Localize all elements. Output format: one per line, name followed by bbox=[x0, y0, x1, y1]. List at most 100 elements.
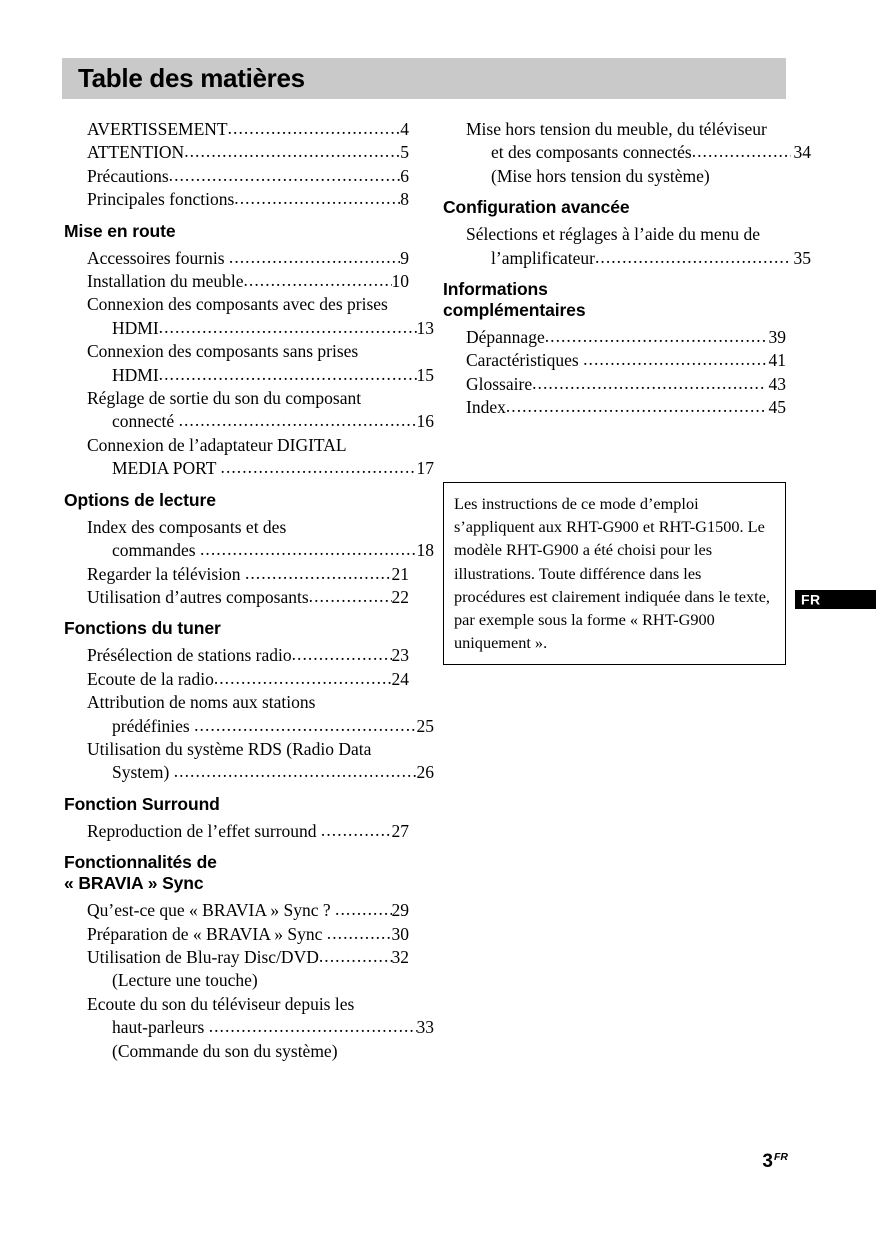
dot-leader: ........................................… bbox=[178, 410, 417, 431]
toc-entry-text: Précautions bbox=[87, 165, 169, 186]
toc-entry-text: ATTENTION bbox=[87, 142, 185, 163]
toc-entry-text: AVERTISSEMENT bbox=[87, 119, 228, 139]
toc-entry-text: Regarder la télévision bbox=[87, 563, 245, 584]
toc-entry[interactable]: Caractéristiques .......................… bbox=[443, 349, 786, 372]
toc-entry-text: Glossaire bbox=[466, 373, 533, 394]
toc-entry-text: Dépannage bbox=[466, 327, 545, 348]
toc-entry-text: Connexion des composants sans prises bbox=[87, 341, 359, 362]
toc-page-number: 26 bbox=[416, 762, 435, 783]
toc-entry-text: commandes bbox=[112, 540, 200, 561]
section-heading: Mise en route bbox=[64, 220, 176, 241]
toc-page-number: 41 bbox=[768, 350, 787, 371]
toc-left-column: AVERTISSEMENT...........................… bbox=[64, 118, 434, 1063]
toc-entry-text: Utilisation de Blu-ray Disc/DVD bbox=[87, 946, 319, 967]
toc-page-number: 9 bbox=[400, 247, 409, 268]
dot-leader: ........................................… bbox=[691, 141, 791, 162]
toc-page-number: 23 bbox=[391, 645, 410, 666]
toc-page-number: 16 bbox=[416, 411, 435, 432]
toc-entry-text: Index bbox=[466, 397, 506, 418]
dot-leader: ........................................… bbox=[184, 141, 400, 162]
toc-entry-group: Qu’est-ce que « BRAVIA » Sync ? ........… bbox=[64, 899, 434, 1063]
toc-entry[interactable]: Connexion des composants sans prises HDMI… bbox=[64, 340, 434, 387]
toc-entry-text: Sélections et réglages à l’aide du menu … bbox=[466, 224, 760, 245]
toc-page-number: 4 bbox=[400, 119, 409, 139]
language-tab-label: FR bbox=[801, 591, 821, 608]
toc-entry-text: Index des composants et des bbox=[87, 516, 287, 537]
toc-entry[interactable]: Préparation de « BRAVIA » Sync .........… bbox=[64, 923, 409, 946]
toc-entry[interactable]: Mise hors tension du meuble, du télévise… bbox=[443, 118, 811, 188]
dot-leader: ........................................… bbox=[544, 326, 766, 347]
page-title-bar: Table des matières bbox=[62, 58, 786, 99]
toc-entry-text: Ecoute du son du téléviseur depuis les bbox=[87, 993, 355, 1014]
toc-entry-text: Connexion de l’adaptateur DIGITAL bbox=[87, 434, 347, 455]
dot-leader: ........................................… bbox=[326, 922, 392, 943]
toc-entry[interactable]: Reproduction de l’effet surround .......… bbox=[64, 820, 409, 843]
toc-entry-text: System) bbox=[112, 762, 174, 783]
toc-page-number: 15 bbox=[416, 364, 435, 385]
toc-entry[interactable]: Connexion des composants avec des prises… bbox=[64, 293, 434, 340]
toc-entry[interactable]: Sélections et réglages à l’aide du menu … bbox=[443, 223, 811, 270]
toc-entry[interactable]: Ecoute du son du téléviseur depuis les ha… bbox=[64, 993, 434, 1063]
toc-entry-text: connecté bbox=[112, 411, 179, 432]
toc-entry-text: (Lecture une touche) bbox=[112, 970, 258, 991]
toc-entry[interactable]: Connexion de l’adaptateur DIGITAL MEDIA P… bbox=[64, 434, 434, 481]
toc-entry-text: Reproduction de l’effet surround bbox=[87, 820, 321, 841]
toc-entry[interactable]: Qu’est-ce que « BRAVIA » Sync ? ........… bbox=[64, 899, 409, 922]
toc-entry[interactable]: Précautions.............................… bbox=[64, 165, 409, 188]
toc-entry-text: Préparation de « BRAVIA » Sync bbox=[87, 923, 327, 944]
toc-entry[interactable]: Index...................................… bbox=[443, 396, 786, 419]
toc-page-number: 5 bbox=[400, 142, 409, 163]
toc-page-number: 29 bbox=[391, 900, 410, 921]
page-footer: 3 FR bbox=[762, 1152, 788, 1172]
section-heading: Fonction Surround bbox=[64, 793, 220, 814]
toc-entry[interactable]: Regarder la télévision .................… bbox=[64, 563, 409, 586]
toc-entry[interactable]: Utilisation du système RDS (Radio Data Sy… bbox=[64, 738, 434, 785]
toc-entry[interactable]: Attribution de noms aux stations prédéfin… bbox=[64, 691, 434, 738]
dot-leader: ........................................… bbox=[318, 945, 392, 966]
toc-page-number: 45 bbox=[768, 397, 787, 418]
toc-entry-group: Accessoires fournis ....................… bbox=[64, 247, 434, 481]
language-tab-fr: FR bbox=[795, 590, 876, 609]
dot-leader: ........................................… bbox=[220, 457, 417, 478]
toc-entry-text: Connexion des composants avec des prises bbox=[87, 294, 388, 315]
toc-entry[interactable]: AVERTISSEMENT...........................… bbox=[64, 118, 409, 141]
toc-page-number: 30 bbox=[391, 923, 410, 944]
toc-entry-text: Installation du meuble bbox=[87, 271, 244, 292]
toc-page-number: 25 bbox=[416, 715, 435, 736]
dot-leader: ........................................… bbox=[583, 349, 765, 370]
toc-page-number: 27 bbox=[391, 820, 410, 841]
toc-page-number: 34 bbox=[793, 142, 812, 163]
section-heading: Fonctionnalités de « BRAVIA » Sync bbox=[64, 852, 217, 894]
toc-entry-group: Index des composants et des commandes ...… bbox=[64, 516, 434, 610]
toc-entry-text: HDMI bbox=[112, 317, 159, 338]
toc-entry[interactable]: Index des composants et des commandes ...… bbox=[64, 516, 434, 563]
toc-entry-text: Accessoires fournis bbox=[87, 247, 229, 268]
toc-entry[interactable]: Glossaire...............................… bbox=[443, 373, 786, 396]
toc-entry[interactable]: Installation du meuble..................… bbox=[64, 270, 409, 293]
toc-entry[interactable]: Principales fonctions...................… bbox=[64, 188, 409, 211]
dot-leader: ........................................… bbox=[335, 899, 391, 920]
dot-leader: ........................................… bbox=[320, 819, 392, 840]
toc-entry-group: AVERTISSEMENT...........................… bbox=[64, 118, 409, 212]
dot-leader: ........................................… bbox=[244, 562, 392, 583]
model-note-text: Les instructions de ce mode d’emploi s’a… bbox=[454, 494, 770, 653]
toc-entry[interactable]: Ecoute de la radio......................… bbox=[64, 668, 409, 691]
toc-entry[interactable]: ATTENTION...............................… bbox=[64, 141, 409, 164]
dot-leader: ........................................… bbox=[213, 667, 392, 688]
dot-leader: ........................................… bbox=[308, 585, 392, 606]
toc-page-number: 21 bbox=[391, 563, 410, 584]
toc-entry-text: Caractéristiques bbox=[466, 350, 584, 371]
toc-entry[interactable]: Accessoires fournis ....................… bbox=[64, 247, 409, 270]
toc-entry-text: (Mise hors tension du système) bbox=[491, 165, 710, 186]
section-heading: Options de lecture bbox=[64, 489, 216, 510]
dot-leader: ........................................… bbox=[208, 1016, 417, 1037]
toc-entry[interactable]: Réglage de sortie du son du composant con… bbox=[64, 387, 434, 434]
dot-leader: ........................................… bbox=[234, 188, 400, 209]
toc-entry[interactable]: Présélection de stations radio..........… bbox=[64, 644, 409, 667]
toc-entry[interactable]: Utilisation d’autres composants.........… bbox=[64, 586, 409, 609]
toc-page-number: 13 bbox=[416, 317, 435, 338]
toc-entry[interactable]: Dépannage...............................… bbox=[443, 326, 786, 349]
toc-entry-text: et des composants connectés bbox=[491, 142, 692, 163]
toc-entry[interactable]: Utilisation de Blu-ray Disc/DVD.........… bbox=[64, 946, 409, 993]
dot-leader: ........................................… bbox=[532, 372, 766, 393]
